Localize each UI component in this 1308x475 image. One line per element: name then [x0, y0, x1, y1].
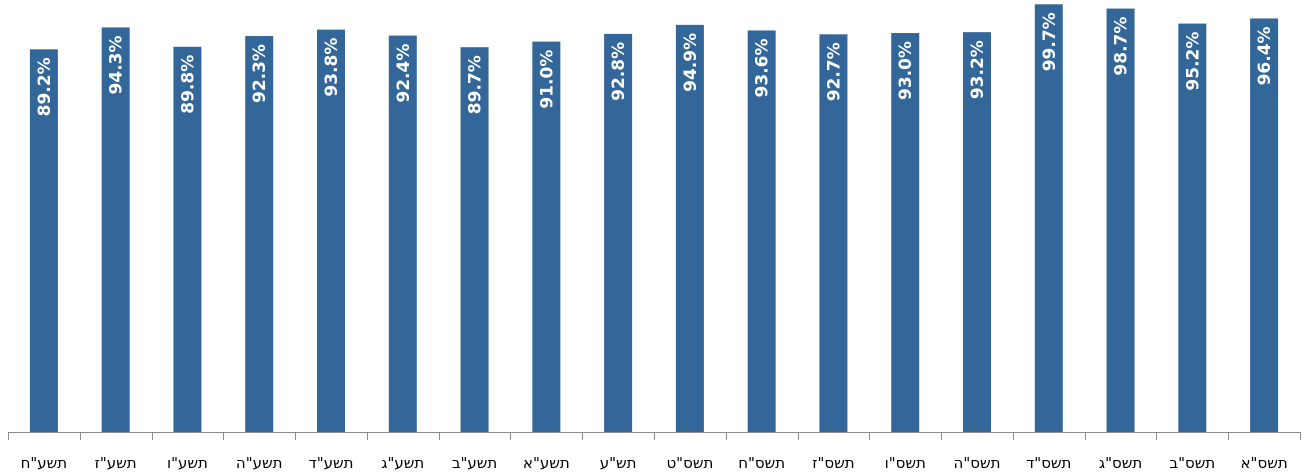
x-tick-label-6: תשע"ב	[452, 454, 497, 472]
bar-6	[460, 47, 489, 432]
x-tick-label-8: תש"ע	[600, 454, 637, 472]
bar-9	[675, 24, 704, 432]
bar-8	[604, 33, 633, 432]
x-tick-label-9: תשס"ט	[666, 454, 713, 472]
x-tick-label-10: תשס"ח	[738, 454, 785, 472]
data-label-13: 93.2%	[968, 40, 988, 99]
data-label-2: 89.8%	[178, 55, 198, 114]
bar-0	[29, 49, 58, 432]
x-tick-label-5: תשע"ג	[381, 454, 424, 472]
data-label-8: 92.8%	[609, 42, 629, 101]
x-tick-label-13: תשס"ה	[954, 454, 1001, 472]
bar-12	[891, 33, 920, 432]
bar-16	[1178, 23, 1207, 433]
bar-4	[317, 29, 345, 432]
x-tick-label-11: תשס"ז	[812, 454, 854, 472]
x-tick-label-14: תשס"ד	[1026, 454, 1071, 472]
data-label-1: 94.3%	[107, 35, 127, 94]
data-label-0: 89.2%	[35, 57, 55, 116]
x-tick-label-3: תשע"ה	[236, 454, 283, 472]
x-tick-label-17: תשס"א	[1241, 454, 1288, 472]
x-tick-label-1: תשע"ז	[95, 454, 137, 472]
data-labels-layer: 89.2% 94.3% 89.8% 92.3% 93.8% 92.4% 89.7% 91.0%…	[35, 12, 1275, 116]
bars-layer	[29, 4, 1279, 433]
x-tick-label-4: תשע"ד	[309, 454, 354, 472]
data-label-17: 96.4%	[1255, 26, 1275, 85]
data-label-6: 89.7%	[466, 55, 486, 114]
data-label-9: 94.9%	[681, 33, 701, 92]
data-label-7: 91.0%	[537, 50, 557, 109]
data-label-11: 92.7%	[824, 42, 844, 101]
x-tick-label-7: תשע"א	[523, 454, 570, 472]
bar-13	[963, 32, 991, 433]
x-tick-label-12: תשס"ו	[885, 454, 926, 472]
data-label-4: 93.8%	[322, 38, 342, 97]
bar-1	[101, 27, 130, 432]
bar-17	[1250, 18, 1279, 432]
data-label-3: 92.3%	[250, 44, 270, 103]
data-label-5: 92.4%	[394, 44, 414, 103]
x-tick-labels: תשע"ח תשע"ז תשע"ו תשע"ה תשע"ד תשע"ג תשע"ב תשע"א…	[21, 454, 1288, 472]
x-axis	[8, 432, 1301, 440]
x-tick-label-2: תשע"ו	[167, 454, 208, 472]
x-tick-label-16: תשס"ב	[1169, 454, 1215, 472]
bar-5	[388, 35, 417, 432]
bar-14	[1034, 4, 1063, 432]
data-label-14: 99.7%	[1040, 12, 1060, 71]
x-tick-label-15: תשס"ג	[1099, 454, 1142, 472]
bar-3	[245, 36, 274, 432]
x-tick-label-0: תשע"ח	[21, 454, 68, 472]
bar-11	[819, 34, 848, 432]
data-label-10: 93.6%	[753, 38, 773, 97]
bar-2	[173, 46, 202, 432]
data-label-15: 98.7%	[1112, 17, 1132, 76]
data-label-16: 95.2%	[1183, 32, 1203, 91]
data-label-12: 93.0%	[896, 41, 916, 100]
bar-7	[532, 41, 561, 433]
bar-10	[747, 30, 776, 433]
bar-15	[1106, 8, 1135, 433]
